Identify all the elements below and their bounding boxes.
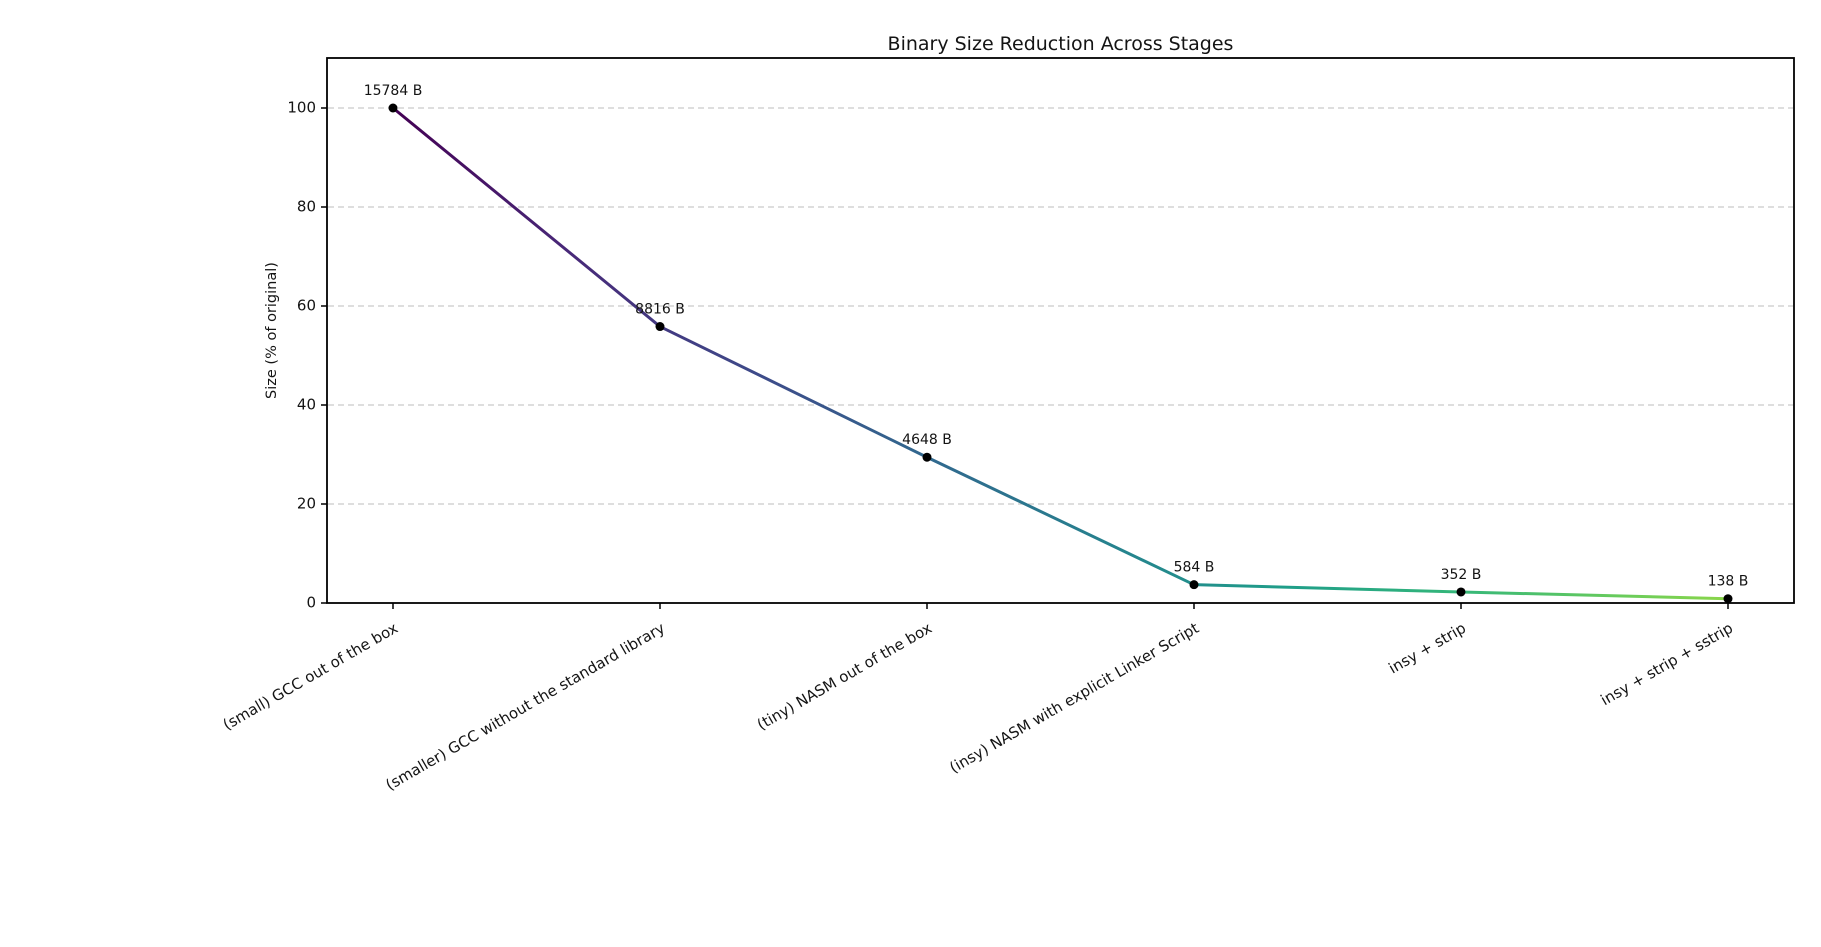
data-point-4 <box>1456 587 1466 597</box>
y-tick-label-20: 20 <box>297 495 316 513</box>
data-point-2 <box>922 452 932 462</box>
data-point-label-3: 584 B <box>1174 560 1215 576</box>
chart-title: Binary Size Reduction Across Stages <box>888 33 1234 55</box>
data-point-label-4: 352 B <box>1441 567 1482 583</box>
data-point-label-1: 8816 B <box>635 302 685 318</box>
data-point-3 <box>1189 580 1199 590</box>
y-axis-label: Size (% of original) <box>264 262 280 399</box>
data-point-label-0: 15784 B <box>364 83 423 99</box>
y-tick-label-80: 80 <box>297 198 316 216</box>
y-tick-label-60: 60 <box>297 297 316 315</box>
data-point-0 <box>388 103 398 113</box>
y-tick-label-40: 40 <box>297 396 316 414</box>
y-tick-label-100: 100 <box>287 99 316 117</box>
data-point-1 <box>655 322 665 332</box>
data-point-label-2: 4648 B <box>902 432 952 448</box>
data-point-5 <box>1723 594 1733 604</box>
y-tick-label-0: 0 <box>306 594 316 612</box>
data-line <box>391 106 1730 601</box>
plot-border <box>326 57 1795 604</box>
data-point-label-5: 138 B <box>1708 574 1749 590</box>
